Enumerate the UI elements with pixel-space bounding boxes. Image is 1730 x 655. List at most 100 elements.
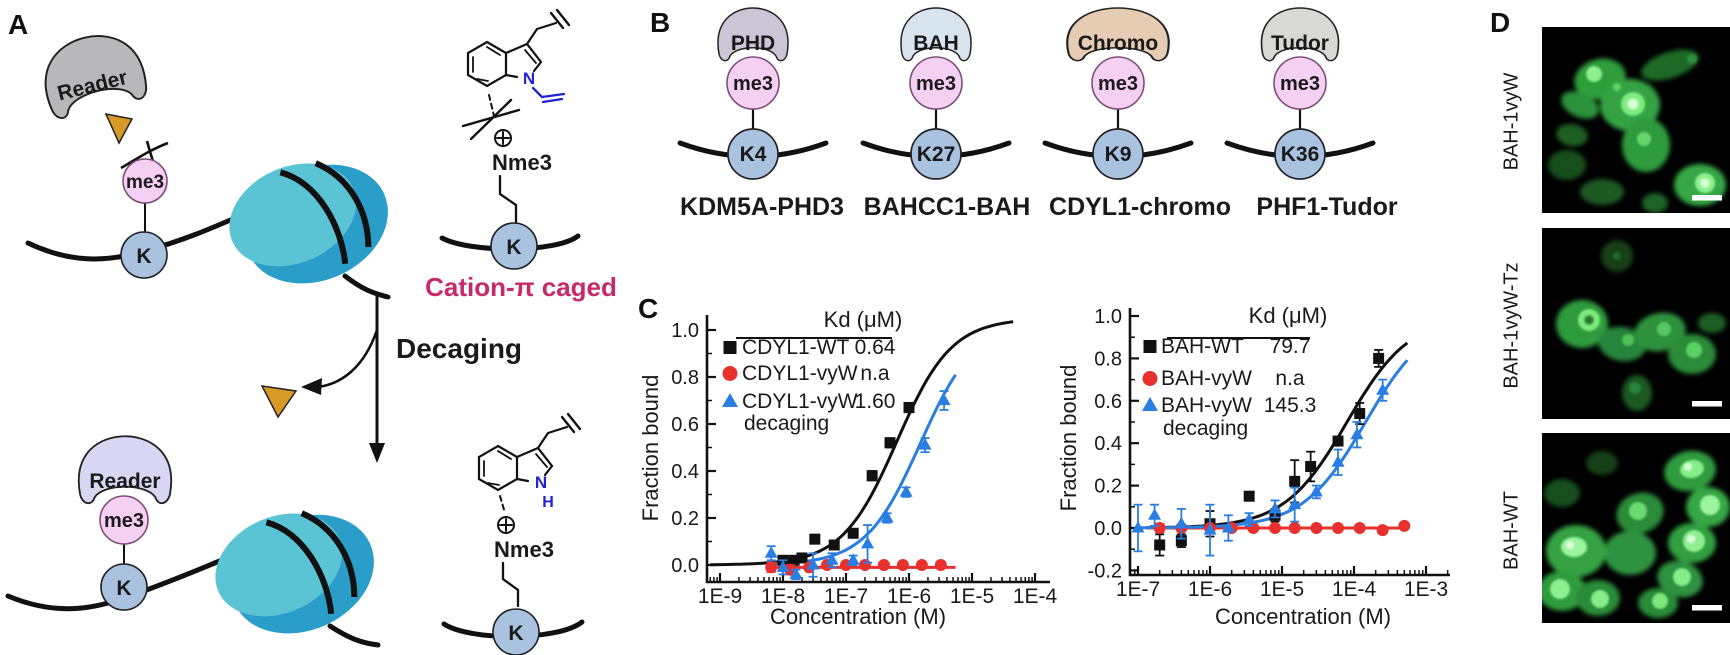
panel-c-label: C [638,293,658,324]
me3-mark [122,158,168,204]
data-point-circle [1269,522,1282,534]
double-bond [487,482,500,486]
dna-exit-line [342,273,391,300]
data-point-circle [765,561,778,574]
me3-label: me3 [733,73,773,95]
legend-series-label: BAH-WT [1161,335,1244,358]
nme3-label: Nme3 [492,150,552,175]
reader-blocked-shape [44,35,148,120]
cell-nuclei [1586,54,1715,193]
data-point-circle [1376,524,1389,537]
data-point-triangle [1309,484,1323,497]
lysine-label: K [508,622,523,645]
y-tick-label: 0.8 [1094,348,1122,370]
reader-domain-unit-chromo: Chromo me3 K9 CDYL1-chromo [1042,7,1231,221]
cell-image [1542,433,1730,623]
lysine-site-label: K36 [1281,143,1320,166]
cage-triangle-icon [104,112,134,145]
data-point-square [884,437,896,449]
domain-label: Chromo [1078,32,1159,55]
lysine-node [490,222,538,270]
legend-kd-value: 145.3 [1264,394,1317,417]
legend-kd-value: n.a [1275,367,1305,390]
legend-series-label: CDYL1-vyW [742,362,858,385]
legend-kd-value: 1.60 [855,390,896,413]
me3-mark [99,495,149,545]
legend-series-label-line2: decaging [1163,417,1248,440]
cation-pi-dash [488,94,495,117]
data-point-square [1354,408,1366,420]
released-triangle-icon [260,385,298,419]
x-tick-label: 1E-5 [1260,578,1304,601]
indole-n-atom: N [535,473,547,492]
decaged-structure: N H Nme3 K [441,412,585,655]
data-point-square [903,402,915,414]
data-point-square [1373,352,1385,364]
data-point-triangle [880,511,894,523]
lysine-label: K [506,236,521,259]
cell-image [1542,228,1730,419]
data-point-triangle [764,546,778,558]
panel-d-label: D [1490,7,1510,38]
dna-wrap-line [314,160,372,248]
data-point-circle [934,559,947,571]
data-point-square [1154,539,1166,551]
lysine-node [492,608,540,655]
data-point-triangle [1242,512,1256,525]
lysine-site-label: K27 [917,143,956,166]
legend-marker-circle [722,366,738,381]
y-tick-label: 0.4 [671,461,699,483]
data-point-triangle [1288,497,1302,510]
nucleosome-icon [229,160,388,284]
lysine-node [910,128,962,180]
vinyl-bond [531,86,544,99]
me3-label: me3 [1098,73,1138,95]
legend-series-label-line2: decaging [744,412,829,435]
data-point-triangle [1221,521,1235,533]
data-point-triangle [1268,501,1282,514]
data-point-triangle [846,553,860,565]
lysine-chain [498,174,518,224]
pyrrole-ring [515,446,554,483]
data-point-circle [877,559,890,571]
y-tick-label: 0.8 [671,367,699,389]
double-bond [497,450,512,460]
y-axis-title: Fraction bound [1060,365,1081,512]
data-point-triangle [861,536,875,549]
caged-structure: N Nme3 K Cation-π caged [425,8,617,302]
legend-title: Kd (μM) [824,307,903,332]
blocked-slash [120,141,169,170]
reader-bound-shape [77,435,173,505]
side-chain-bond [536,425,569,450]
y-tick-label: 0.6 [1094,391,1122,413]
domain-label: BAH [913,32,959,55]
reader-label: Reader [89,470,160,493]
side-chain-bond [525,21,558,46]
legend-title: Kd (μM) [1249,303,1328,328]
nucleosome-top-face [229,163,357,267]
release-curve [317,329,379,389]
legend-kd-value: 0.64 [855,336,896,359]
x-tick-label: 1E-7 [1116,578,1160,601]
caged-caption: Cation-π caged [425,272,617,302]
y-tick-label: 0.0 [1094,518,1122,540]
legend-series-label: BAH-vyW [1161,394,1252,417]
legend-marker-triangle [722,393,738,407]
lysine-node [120,231,168,279]
x-tick-label: 1E-3 [1404,578,1448,601]
reader-domain-shape [900,7,972,62]
arrowhead-down-icon [369,443,385,463]
data-point-circle [915,559,928,571]
fluorescence-image-bah-1vyw [1542,27,1730,213]
reader-domain-units: PHD me3 K4 KDM5A-PHD3 BAH me3 K27 BAHCC1-BAH Chr… [677,7,1398,221]
data-point-circle [1288,522,1301,534]
reader-domain-shape [1066,7,1170,62]
dna-exit-line [327,623,381,648]
truncation-hash [560,412,582,434]
legend-marker-circle [1142,371,1158,386]
x-axis-title: Concentration (M) [1215,604,1391,629]
data-point-triangle [1376,383,1390,395]
x-tick-label: 1E-5 [950,585,994,608]
